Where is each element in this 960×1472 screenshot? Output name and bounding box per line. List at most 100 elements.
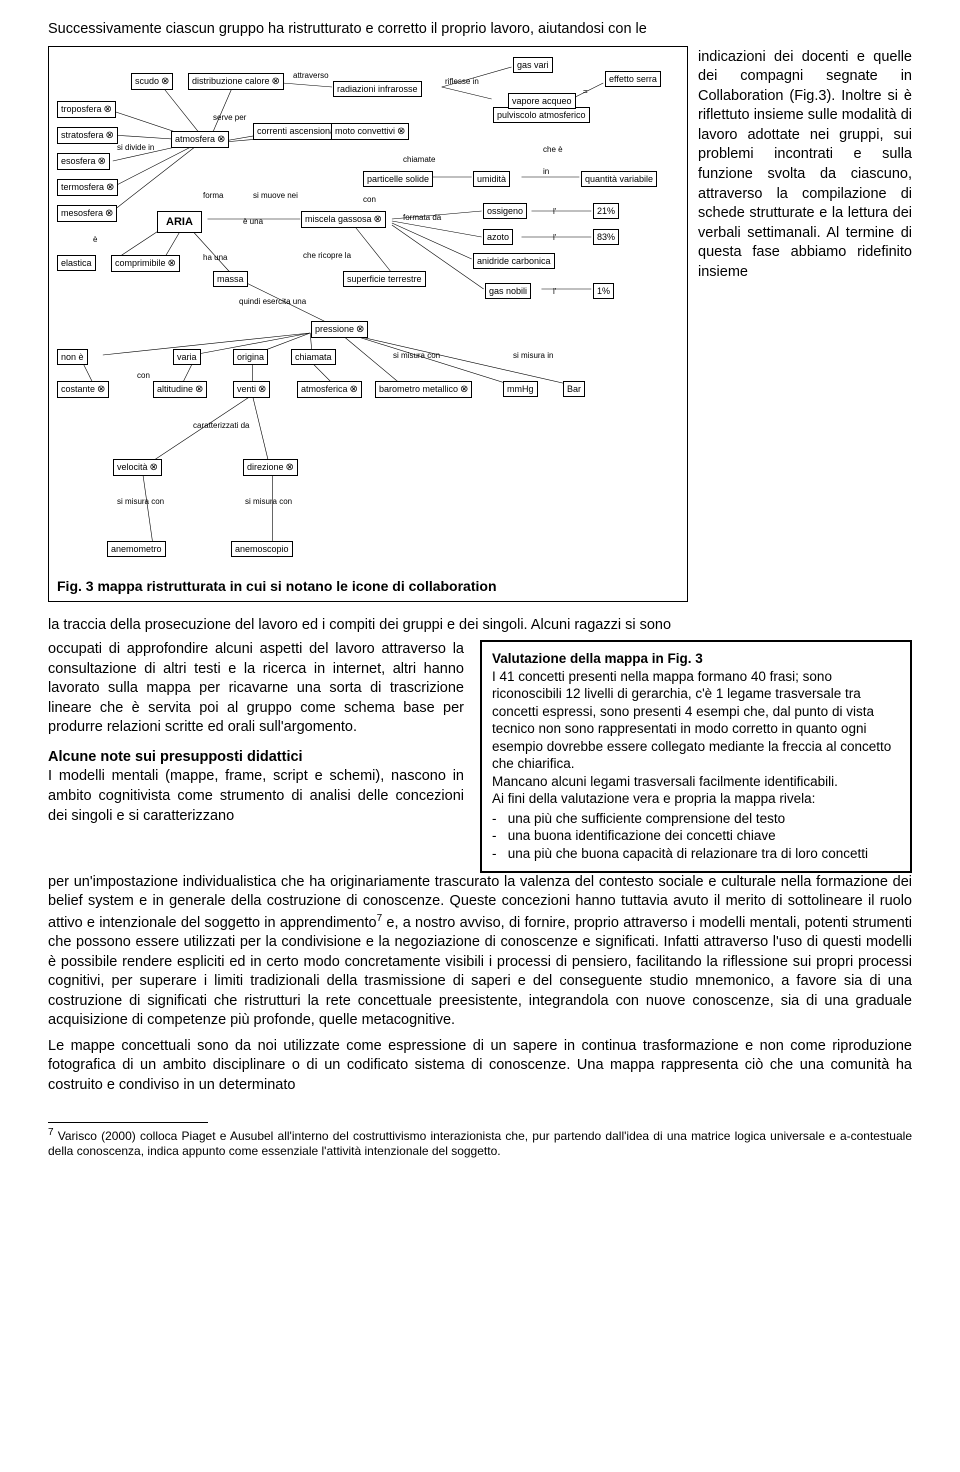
node-umidita: umidità <box>473 171 510 187</box>
node-p21: 21% <box>593 203 619 219</box>
node-distcal: distribuzione calore <box>188 73 284 91</box>
edge-label: caratterizzati da <box>193 421 249 432</box>
node-mesosfera: mesosfera <box>57 205 117 223</box>
node-effserra: effetto serra <box>605 71 661 87</box>
two-column-row: occupati di approfondire alcuni aspetti … <box>48 640 912 873</box>
subheading: Alcune note sui presupposti didattici <box>48 748 464 768</box>
edge-label: forma <box>203 191 223 202</box>
eval-title: Valutazione della mappa in Fig. 3 <box>492 651 703 666</box>
edge-label: chiamate <box>403 155 435 166</box>
edge-label: che è <box>543 145 563 156</box>
edge-label: ha una <box>203 253 227 264</box>
node-particelle: particelle solide <box>363 171 433 187</box>
node-termosfera: termosfera <box>57 179 118 197</box>
node-venti: venti <box>233 381 270 399</box>
node-mmhg: mmHg <box>503 381 538 397</box>
eval-p3: Ai fini della valutazione vera e propria… <box>492 790 900 808</box>
figure-column: scudo distribuzione calore radiazioni infr… <box>48 46 688 603</box>
edge-label: formata da <box>403 213 441 224</box>
edge-label: si misura con <box>393 351 440 362</box>
edge-label: è <box>93 235 97 246</box>
left-text-column: occupati di approfondire alcuni aspetti … <box>48 640 464 826</box>
evaluation-box: Valutazione della mappa in Fig. 3 I 41 c… <box>480 640 912 873</box>
node-moto: moto convettivi <box>331 123 409 141</box>
left-paragraph-2: I modelli mentali (mappe, frame, script … <box>48 767 464 826</box>
edge-label: si muove nei <box>253 191 298 202</box>
edge-label: quindi esercita una <box>239 297 306 308</box>
edge-label: riflesse in <box>445 77 479 88</box>
node-bar: Bar <box>563 381 585 397</box>
eval-p2: Mancano alcuni legami trasversali facilm… <box>492 773 900 791</box>
edge-label: l' <box>553 207 556 218</box>
node-gasnob: gas nobili <box>485 283 531 299</box>
node-ossigeno: ossigeno <box>483 203 527 219</box>
node-p83: 83% <box>593 229 619 245</box>
edge-label: con <box>137 371 150 382</box>
edge-label: si misura con <box>117 497 164 508</box>
node-direzione: direzione <box>243 459 298 477</box>
right-text-column: indicazioni dei docenti e quelle dei com… <box>698 46 912 283</box>
node-gasvari: gas vari <box>513 57 553 73</box>
node-qvar: quantità variabile <box>581 171 657 187</box>
node-pulviscolo: pulviscolo atmosferico <box>493 107 590 123</box>
node-aria: ARIA <box>157 211 202 234</box>
figure-caption: Fig. 3 mappa ristrutturata in cui si not… <box>53 571 683 598</box>
body-after-2: e, a nostro avviso, di fornire, proprio … <box>48 915 912 1029</box>
traccia-line: la traccia della prosecuzione del lavoro… <box>48 616 912 636</box>
edge-label: si misura con <box>245 497 292 508</box>
footnote-separator <box>48 1122 208 1123</box>
edge-label: = <box>583 87 588 98</box>
node-atmosferica: atmosferica <box>297 381 362 399</box>
eval-list: una più che sufficiente comprensione del… <box>492 810 900 863</box>
node-superficie: superficie terrestre <box>343 271 426 287</box>
node-none: non è <box>57 349 88 365</box>
eval-item: una buona identificazione dei concetti c… <box>492 827 900 845</box>
node-azoto: azoto <box>483 229 513 245</box>
mid-section: la traccia della prosecuzione del lavoro… <box>48 616 912 1095</box>
node-stratosfera: stratosfera <box>57 127 118 145</box>
left-paragraph-1: occupati di approfondire alcuni aspetti … <box>48 640 464 738</box>
node-costante: costante <box>57 381 109 399</box>
edge-label: che ricopre la <box>303 251 351 262</box>
node-pressione: pressione <box>311 321 368 339</box>
node-altitudine: altitudine <box>153 381 207 399</box>
node-origina: origina <box>233 349 268 365</box>
node-massa: massa <box>213 271 248 287</box>
body-after: per un'impostazione individualistica che… <box>48 873 912 1031</box>
node-velocita: velocità <box>113 459 162 477</box>
node-vapore: vapore acqueo <box>508 93 576 109</box>
edge-label: l' <box>553 287 556 298</box>
node-anemoscopio: anemoscopio <box>231 541 293 557</box>
node-comprimibile: comprimibile <box>111 255 180 273</box>
edge-label: è una <box>243 217 263 228</box>
edge-label: l' <box>553 233 556 244</box>
eval-item: una più che sufficiente comprensione del… <box>492 810 900 828</box>
node-elastica: elastica <box>57 255 96 271</box>
node-varia: varia <box>173 349 201 365</box>
edge-label: con <box>363 195 376 206</box>
node-atmosfera: atmosfera <box>171 131 229 149</box>
edge-label: in <box>543 167 549 178</box>
node-anidride: anidride carbonica <box>473 253 555 269</box>
figure-and-text-row: scudo distribuzione calore radiazioni infr… <box>48 46 912 603</box>
node-chiamata2: chiamata <box>291 349 336 365</box>
paragraph-2: Le mappe concettuali sono da noi utilizz… <box>48 1037 912 1096</box>
edge-label: si misura in <box>513 351 553 362</box>
edge-label: serve per <box>213 113 246 124</box>
concept-map-diagram: scudo distribuzione calore radiazioni infr… <box>53 51 683 571</box>
node-barometro: barometro metallico <box>375 381 472 399</box>
node-radinf: radiazioni infrarosse <box>333 81 422 97</box>
intro-line: Successivamente ciascun gruppo ha ristru… <box>48 20 912 40</box>
node-anemometro: anemometro <box>107 541 166 557</box>
footnote: 7 Varisco (2000) colloca Piaget e Ausube… <box>48 1127 912 1159</box>
eval-item: una più che buona capacità di relazionar… <box>492 845 900 863</box>
figure-box: scudo distribuzione calore radiazioni infr… <box>48 46 688 603</box>
eval-p1: I 41 concetti presenti nella mappa forma… <box>492 668 900 773</box>
node-scudo: scudo <box>131 73 173 91</box>
node-miscela: miscela gassosa <box>301 211 386 229</box>
edge-label: attraverso <box>293 71 329 82</box>
footnote-text: Varisco (2000) colloca Piaget e Ausubel … <box>48 1129 912 1158</box>
edge-label: si divide in <box>117 143 154 154</box>
node-esosfera: esosfera <box>57 153 110 171</box>
node-p1: 1% <box>593 283 614 299</box>
